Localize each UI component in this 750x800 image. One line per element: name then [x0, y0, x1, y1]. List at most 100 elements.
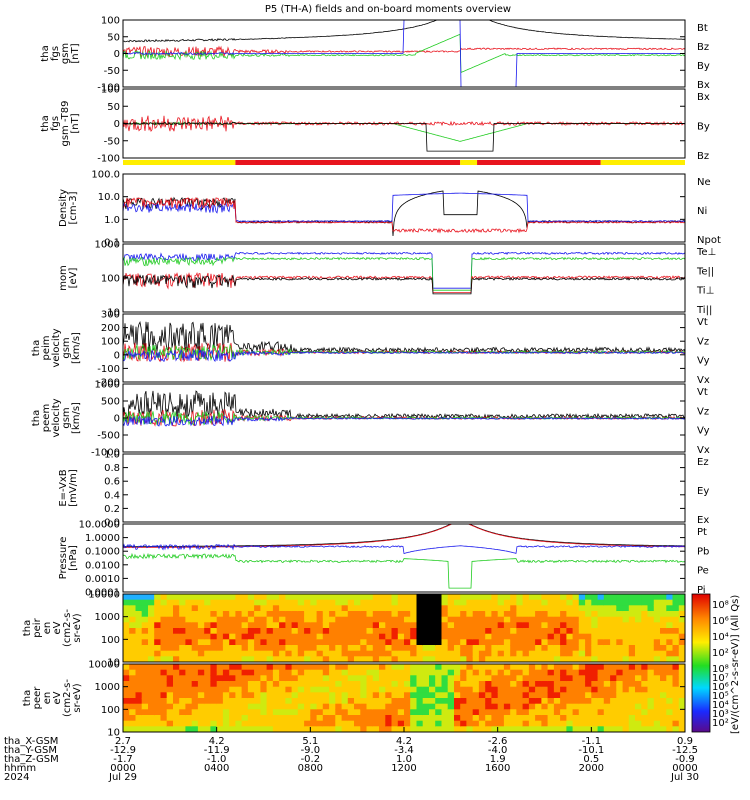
spectrogram-cell — [485, 622, 492, 629]
spectrogram-cell — [660, 703, 667, 710]
spectrogram-cell — [435, 720, 442, 727]
spectrogram-cell — [148, 622, 155, 629]
spectrogram-cell — [666, 720, 674, 727]
spectrogram-cell — [628, 681, 636, 688]
spectrogram-cell — [173, 650, 180, 657]
spectrogram-cell — [229, 703, 236, 710]
legend-bz: Bz — [697, 42, 709, 53]
spectrogram-cell — [597, 605, 605, 612]
spectrogram-cell — [235, 645, 243, 652]
spectrogram-cell — [591, 611, 599, 618]
spectrogram-cell — [141, 669, 149, 676]
spectrogram-cell — [247, 650, 255, 657]
spectrogram-cell — [416, 622, 424, 629]
colorbar-tick-label: 10⁸ — [712, 600, 729, 611]
spectrogram-cell — [372, 703, 380, 710]
spectrogram-cell — [272, 599, 280, 606]
spectrogram-cell — [416, 726, 424, 732]
y-tick-label: 100 — [101, 337, 120, 348]
spectrogram-cell — [397, 726, 405, 732]
spectrogram-cell — [160, 681, 168, 688]
spectrogram-cell — [354, 669, 361, 676]
spectrogram-cell — [372, 692, 380, 699]
spectrogram-cell — [672, 703, 680, 710]
spectrogram-cell — [272, 720, 280, 727]
spectrogram-cell — [297, 720, 305, 727]
spectrogram-cell — [460, 664, 467, 671]
spectrogram-cell — [135, 594, 143, 601]
spectrogram-cell — [372, 664, 380, 671]
y-tick-label: 0.0010 — [85, 574, 120, 585]
spectrogram-cell — [628, 628, 636, 635]
spectrogram-cell — [148, 616, 155, 623]
spectrogram-cell — [191, 594, 199, 601]
spectrogram-cell — [123, 599, 130, 606]
spectrogram-cell — [553, 622, 561, 629]
spectrogram-cell — [516, 703, 524, 710]
spectrogram-cell — [254, 692, 261, 699]
spectrogram-cell — [454, 605, 461, 612]
spectrogram-cell — [647, 645, 655, 652]
spectrogram-cell — [316, 681, 324, 688]
y-tick-label: 0.4 — [104, 490, 120, 501]
spectrogram-cell — [322, 656, 330, 662]
spectrogram-cell — [272, 675, 280, 682]
spectrogram-cell — [435, 633, 442, 640]
spectrogram-cell — [391, 669, 399, 676]
spectrogram-cell — [641, 628, 649, 635]
spectrogram-cell — [491, 726, 499, 732]
spectrogram-cell — [366, 681, 374, 688]
spectrogram-cell — [672, 605, 680, 612]
spectrogram-cell — [510, 715, 517, 722]
spectrogram-cell — [304, 709, 311, 716]
spectrogram-cell — [210, 628, 218, 635]
spectrogram-cell — [460, 692, 467, 699]
spectrogram-cell — [216, 650, 224, 657]
spectrogram-cell — [204, 715, 211, 722]
spectrogram-cell — [610, 692, 617, 699]
spectrogram-cell — [372, 715, 380, 722]
spectrogram-cell — [441, 656, 449, 662]
spectrogram-cell — [279, 669, 286, 676]
spectrogram-cell — [379, 692, 386, 699]
spectrogram-cell — [635, 616, 642, 623]
spectrogram-cell — [229, 715, 236, 722]
spectrogram-cell — [135, 720, 143, 727]
spectrogram-cell — [379, 645, 386, 652]
spectrogram-cell — [285, 622, 293, 629]
legend-ey: Ey — [697, 486, 709, 497]
spectrogram-cell — [222, 692, 230, 699]
spectrogram-cell — [666, 669, 674, 676]
spectrogram-cell — [160, 715, 168, 722]
spectrogram-cell — [597, 692, 605, 699]
spectrogram-cell — [653, 681, 661, 688]
legend-bz: Bz — [697, 151, 709, 162]
spectrogram-cell — [572, 650, 580, 657]
spectrogram-cell — [135, 715, 143, 722]
plot-area-peir_spec — [123, 594, 685, 662]
spectrogram-cell — [610, 594, 617, 601]
spectrogram-cell — [416, 675, 424, 682]
spectrogram-cell — [335, 650, 343, 657]
spectrogram-cell — [141, 628, 149, 635]
spectrogram-cell — [154, 681, 161, 688]
spectrogram-cell — [603, 645, 611, 652]
spectrogram-cell — [135, 686, 143, 693]
spectrogram-cell — [410, 681, 417, 688]
spectrogram-cell — [279, 703, 286, 710]
panel-frame — [122, 593, 686, 663]
y-axis-label-line: Density — [58, 189, 69, 227]
spectrogram-cell — [672, 698, 680, 705]
spectrogram-cell — [266, 675, 274, 682]
spectrogram-cell — [385, 686, 393, 693]
spectrogram-cell — [285, 703, 293, 710]
spectrogram-cell — [585, 605, 592, 612]
spectrogram-cell — [204, 681, 211, 688]
spectrogram-cell — [641, 715, 649, 722]
spectrogram-cell — [447, 656, 455, 662]
spectrogram-cell — [229, 669, 236, 676]
spectrogram-cell — [454, 698, 461, 705]
spectrogram-cell — [379, 664, 386, 671]
spectrogram-cell — [379, 628, 386, 635]
